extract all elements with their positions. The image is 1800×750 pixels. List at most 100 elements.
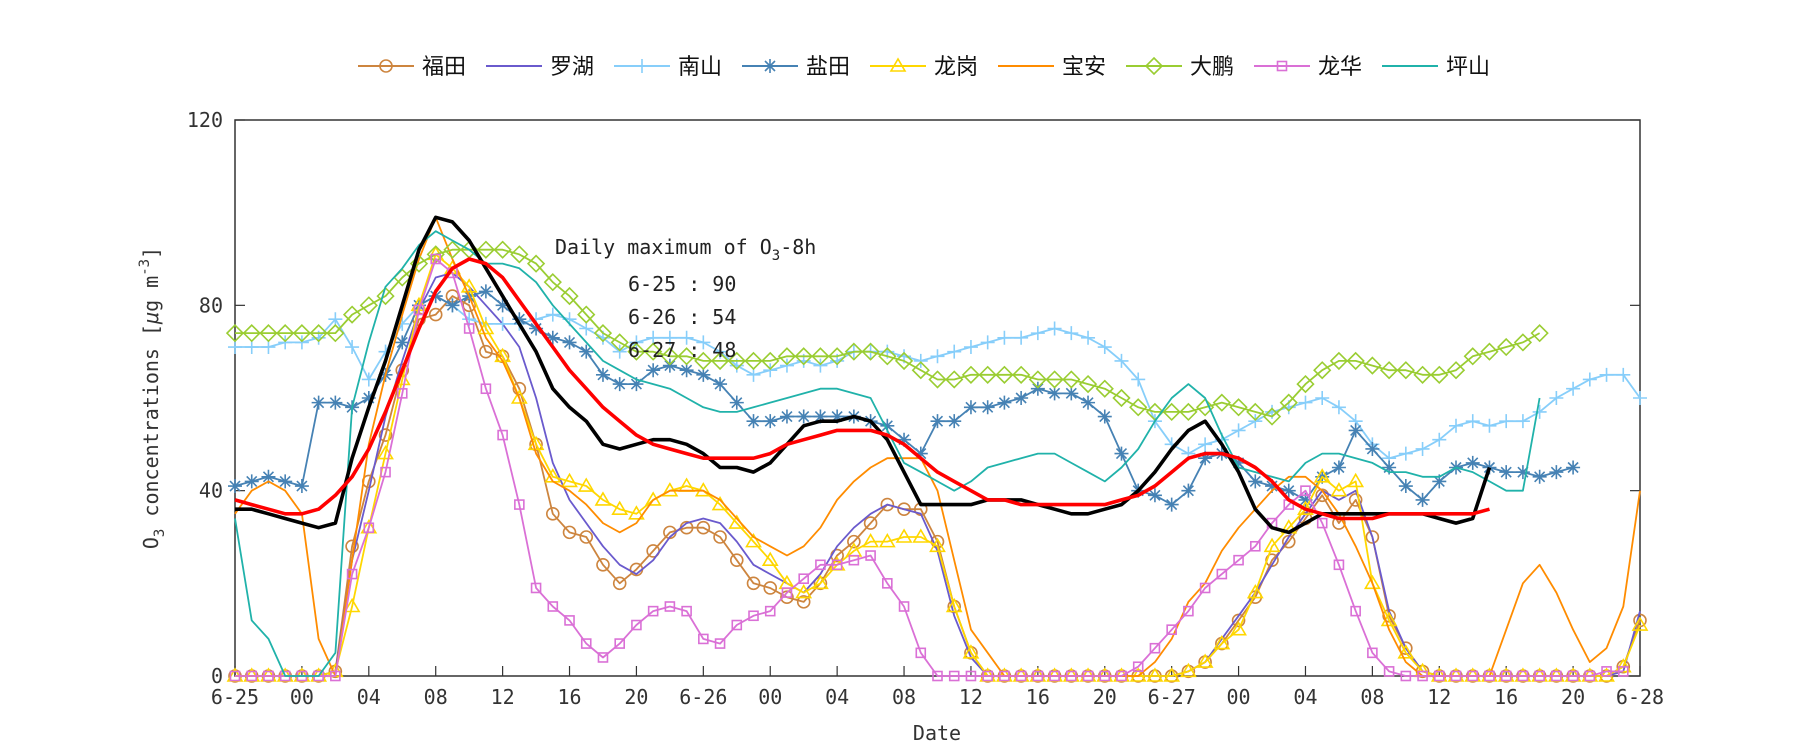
annotation-line-2: 6-26 : 54 <box>628 305 736 329</box>
legend-marker <box>1144 56 1164 76</box>
data-point <box>729 395 744 410</box>
data-point <box>947 344 962 359</box>
data-point <box>1467 670 1479 682</box>
data-point <box>1382 460 1397 475</box>
y-label-unit: g m <box>139 276 163 312</box>
series-line <box>234 230 1541 677</box>
data-point <box>1499 465 1514 480</box>
data-point <box>612 344 627 359</box>
data-point <box>1415 492 1430 507</box>
data-point <box>1534 670 1545 682</box>
x-tick-label: 04 <box>825 685 849 709</box>
series-7 <box>229 253 1629 682</box>
data-point <box>1231 455 1246 470</box>
data-point <box>579 321 594 336</box>
data-point <box>512 381 527 396</box>
x-tick-label: 20 <box>1561 685 1585 709</box>
data-point <box>1348 423 1363 438</box>
legend-item: 大鹏 <box>1126 55 1234 80</box>
data-point <box>1149 642 1161 654</box>
data-point <box>1097 409 1112 424</box>
x-tick-label: 04 <box>357 685 381 709</box>
data-point <box>1248 474 1263 489</box>
x-tick-label: 6-25 <box>211 685 259 709</box>
data-point <box>628 505 645 520</box>
data-point <box>831 559 843 571</box>
data-point <box>1246 402 1265 422</box>
data-point <box>611 500 629 516</box>
data-point <box>1397 644 1415 659</box>
data-point <box>1064 326 1079 341</box>
data-point <box>228 340 242 355</box>
data-point <box>1032 670 1044 682</box>
data-point <box>326 324 345 343</box>
data-point <box>614 638 626 649</box>
y-label-sub: 3 <box>152 529 168 537</box>
legend-item: 宝安 <box>998 55 1106 80</box>
data-point <box>443 240 462 259</box>
legend-item: 福田 <box>358 55 466 80</box>
data-point <box>1465 414 1480 429</box>
data-point <box>677 347 696 366</box>
data-point <box>1449 418 1464 433</box>
data-point <box>1631 616 1649 631</box>
data-point <box>1179 402 1198 422</box>
data-point <box>1365 441 1380 456</box>
data-point <box>1450 670 1462 682</box>
data-point <box>346 568 358 580</box>
data-point <box>530 582 542 594</box>
series-line <box>235 258 1624 677</box>
annotation-title: Daily maximum of O3-8h <box>555 235 816 264</box>
legend-item: 罗湖 <box>486 55 594 80</box>
data-point <box>1480 342 1499 361</box>
data-point <box>664 601 676 612</box>
data-point <box>1515 414 1530 429</box>
legend-label: 宝安 <box>1062 55 1106 80</box>
data-point <box>679 330 694 345</box>
data-point <box>745 533 762 548</box>
data-point <box>309 324 328 343</box>
data-point <box>761 351 780 371</box>
series-line <box>234 257 1490 521</box>
data-point <box>1549 465 1564 480</box>
x-tick-label: 12 <box>959 685 983 709</box>
data-point <box>1129 667 1147 682</box>
data-point <box>880 497 895 512</box>
annotation-line-3: 6-27 : 48 <box>628 338 736 362</box>
data-point <box>1114 446 1129 461</box>
data-point <box>1049 670 1060 682</box>
y-tick-label: 120 <box>187 108 223 132</box>
data-point <box>1198 451 1213 466</box>
data-point <box>276 324 295 343</box>
x-tick-label: 6-28 <box>1616 685 1664 709</box>
data-point <box>999 670 1010 682</box>
series-line <box>234 216 1641 677</box>
x-tick-label: 00 <box>1227 685 1251 709</box>
legend-item: 龙岗 <box>870 55 978 80</box>
data-point <box>863 516 878 530</box>
data-point <box>1350 605 1361 617</box>
data-point <box>1584 670 1596 682</box>
data-point <box>1482 418 1497 433</box>
x-tick-label: 08 <box>424 685 448 709</box>
data-point <box>627 342 646 361</box>
data-point <box>997 330 1012 345</box>
data-point <box>713 530 727 544</box>
data-point <box>543 273 562 292</box>
data-point <box>1298 492 1313 507</box>
data-point <box>1196 653 1214 668</box>
annotation: Daily maximum of O3-8h 6-25 : 90 6-26 : … <box>555 235 816 362</box>
data-point <box>865 550 876 561</box>
data-point <box>342 305 362 324</box>
data-point <box>294 335 309 350</box>
data-point <box>1331 400 1346 415</box>
data-point <box>815 559 826 571</box>
data-point <box>1316 517 1328 529</box>
data-point <box>995 365 1014 384</box>
data-point <box>862 533 879 548</box>
data-point <box>596 557 610 572</box>
data-point <box>1212 393 1231 412</box>
legend-label: 罗湖 <box>550 55 594 80</box>
plot-frame <box>234 119 1641 677</box>
